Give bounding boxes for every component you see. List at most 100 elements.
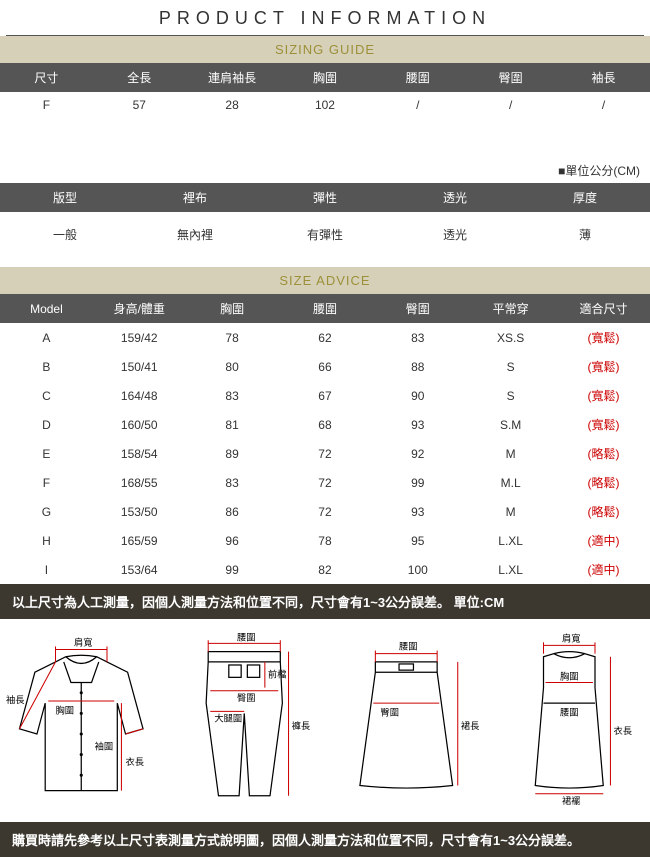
- table-row: F168/55837299M.L(略鬆): [0, 468, 650, 497]
- col-header: 透光: [390, 183, 520, 212]
- cell: 153/50: [93, 497, 186, 526]
- attr-table: 版型裡布彈性透光厚度 一般無內裡有彈性透光薄: [0, 183, 650, 257]
- pants-diagram: 腰圍 前檔 臀圍 大腿圍 褲長: [167, 631, 322, 806]
- shirt-diagram: 肩寬 胸圍 袖長 袖圍 衣長: [4, 631, 159, 806]
- cell: 68: [279, 410, 372, 439]
- page-title-wrap: PRODUCT INFORMATION: [0, 0, 650, 36]
- col-header: 平常穿: [464, 294, 557, 323]
- cell: M: [464, 439, 557, 468]
- cell: 83: [371, 323, 464, 352]
- label-dr-hem: 裙襬: [562, 795, 581, 806]
- cell: 165/59: [93, 526, 186, 555]
- label-sk-hip: 臀圍: [381, 707, 400, 717]
- cell: (略鬆): [557, 468, 650, 497]
- cell: S.M: [464, 410, 557, 439]
- measurement-note-1: 以上尺寸為人工測量，因個人測量方法和位置不同，尺寸會有1~3公分誤差。 單位:C…: [0, 584, 650, 619]
- table-row: A159/42786283XS.S(寬鬆): [0, 323, 650, 352]
- cell: 93: [371, 410, 464, 439]
- cell: 薄: [520, 212, 650, 257]
- cell: 66: [279, 352, 372, 381]
- label-rise: 前檔: [267, 668, 286, 679]
- label-shoulder: 肩寬: [74, 636, 93, 647]
- cell: 透光: [390, 212, 520, 257]
- dress-diagram: 肩寬 胸圍 腰圍 衣長 裙襬: [492, 631, 647, 806]
- cell: 67: [279, 381, 372, 410]
- col-header: 版型: [0, 183, 130, 212]
- cell: 72: [279, 439, 372, 468]
- sizing-table: 尺寸全長連肩袖長胸圍腰圍臀圍袖長 F5728102///: [0, 63, 650, 118]
- cell: (適中): [557, 526, 650, 555]
- skirt-diagram: 腰圍 臀圍 裙長: [329, 631, 484, 806]
- cell: 28: [186, 92, 279, 118]
- cell: /: [464, 92, 557, 118]
- cell: L.XL: [464, 555, 557, 584]
- table-row: D160/50816893S.M(寬鬆): [0, 410, 650, 439]
- cell: (寬鬆): [557, 381, 650, 410]
- size-advice-banner: SIZE ADVICE: [0, 267, 650, 294]
- advice-table-head: Model身高/體重胸圍腰圍臀圍平常穿適合尺寸: [0, 294, 650, 323]
- cell: I: [0, 555, 93, 584]
- col-header: 身高/體重: [93, 294, 186, 323]
- cell: 57: [93, 92, 186, 118]
- label-cuff: 袖圍: [95, 740, 114, 751]
- table-row: C164/48836790S(寬鬆): [0, 381, 650, 410]
- col-header: 腰圍: [371, 63, 464, 92]
- col-header: 適合尺寸: [557, 294, 650, 323]
- cell: G: [0, 497, 93, 526]
- cell: 62: [279, 323, 372, 352]
- cell: (寬鬆): [557, 323, 650, 352]
- col-header: 袖長: [557, 63, 650, 92]
- col-header: 尺寸: [0, 63, 93, 92]
- label-sleeve: 袖長: [6, 694, 25, 705]
- cell: D: [0, 410, 93, 439]
- cell: 99: [371, 468, 464, 497]
- cell: /: [557, 92, 650, 118]
- col-header: 全長: [93, 63, 186, 92]
- label-dr-shoulder: 肩寬: [562, 632, 581, 643]
- col-header: 臀圍: [464, 63, 557, 92]
- col-header: 胸圍: [279, 63, 372, 92]
- cell: 93: [371, 497, 464, 526]
- cell: 90: [371, 381, 464, 410]
- cell: 159/42: [93, 323, 186, 352]
- col-header: 彈性: [260, 183, 390, 212]
- sizing-table-head: 尺寸全長連肩袖長胸圍腰圍臀圍袖長: [0, 63, 650, 92]
- col-header: 腰圍: [279, 294, 372, 323]
- cell: 164/48: [93, 381, 186, 410]
- cell: 89: [186, 439, 279, 468]
- cell: 86: [186, 497, 279, 526]
- cell: 無內裡: [130, 212, 260, 257]
- label-hip: 臀圍: [237, 693, 256, 703]
- cell: M.L: [464, 468, 557, 497]
- col-header: 連肩袖長: [186, 63, 279, 92]
- cell: 72: [279, 497, 372, 526]
- cell: /: [371, 92, 464, 118]
- cell: C: [0, 381, 93, 410]
- label-chest: 胸圍: [56, 704, 75, 715]
- table-row: G153/50867293M(略鬆): [0, 497, 650, 526]
- cell: 82: [279, 555, 372, 584]
- cell: S: [464, 381, 557, 410]
- cell: 83: [186, 381, 279, 410]
- cell: XS.S: [464, 323, 557, 352]
- cell: (寬鬆): [557, 352, 650, 381]
- cell: 168/55: [93, 468, 186, 497]
- label-waist: 腰圍: [237, 632, 256, 642]
- col-header: 厚度: [520, 183, 650, 212]
- cell: 95: [371, 526, 464, 555]
- cell: 78: [186, 323, 279, 352]
- table-row: I153/649982100L.XL(適中): [0, 555, 650, 584]
- spacer: [0, 257, 650, 267]
- spacer: [0, 118, 650, 158]
- label-dr-chest: 胸圍: [559, 670, 578, 681]
- table-row: E158/54897292M(略鬆): [0, 439, 650, 468]
- label-dr-waist: 腰圍: [559, 707, 578, 717]
- label-thigh: 大腿圍: [214, 713, 242, 724]
- cell: (略鬆): [557, 439, 650, 468]
- label-inseam: 褲長: [291, 720, 310, 731]
- cell: 158/54: [93, 439, 186, 468]
- cell: (寬鬆): [557, 410, 650, 439]
- cell: M: [464, 497, 557, 526]
- cell: 96: [186, 526, 279, 555]
- sizing-guide-banner: SIZING GUIDE: [0, 36, 650, 63]
